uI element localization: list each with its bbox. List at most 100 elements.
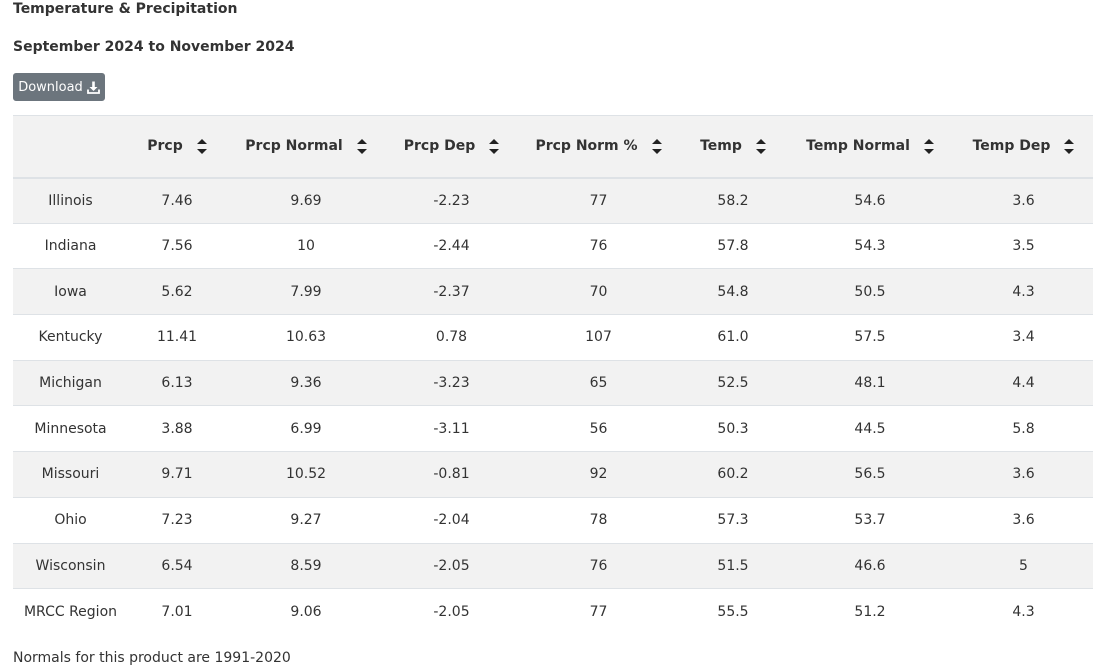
table-cell: 54.8 bbox=[680, 268, 786, 315]
table-row: Indiana 7.56 10 -2.44 76 57.8 54.3 3.5 bbox=[13, 222, 1093, 269]
normals-footnote: Normals for this product are 1991-2020 bbox=[13, 650, 291, 666]
table-cell: 8.59 bbox=[226, 542, 386, 589]
table-row: Ohio 7.23 9.27 -2.04 78 57.3 53.7 3.6 bbox=[13, 496, 1093, 543]
row-label-cell: Kentucky bbox=[13, 314, 128, 361]
table-cell: 9.69 bbox=[226, 177, 386, 224]
table-cell: 77 bbox=[517, 588, 680, 635]
sort-icon[interactable] bbox=[1064, 138, 1075, 154]
table-cell: 58.2 bbox=[680, 177, 786, 224]
column-header-label: Prcp bbox=[147, 138, 183, 155]
table-cell: -3.23 bbox=[386, 359, 517, 406]
table-cell: 78 bbox=[517, 496, 680, 543]
table-cell: 50.3 bbox=[680, 405, 786, 452]
sort-icon[interactable] bbox=[489, 138, 500, 154]
table-cell: 77 bbox=[517, 177, 680, 224]
table-row: Iowa 5.62 7.99 -2.37 70 54.8 50.5 4.3 bbox=[13, 268, 1093, 315]
table-cell: 48.1 bbox=[786, 359, 954, 406]
table-cell: 46.6 bbox=[786, 542, 954, 589]
column-header-label: Temp Dep bbox=[972, 138, 1051, 155]
table-cell: 92 bbox=[517, 451, 680, 498]
table-cell: 4.3 bbox=[954, 588, 1093, 635]
column-header-temp[interactable]: Temp bbox=[680, 115, 786, 179]
sort-icon[interactable] bbox=[755, 138, 766, 154]
table-cell: 51.2 bbox=[786, 588, 954, 635]
column-header-temp-normal[interactable]: Temp Normal bbox=[786, 115, 954, 179]
table-cell: 3.4 bbox=[954, 314, 1093, 361]
column-header-prcp-dep[interactable]: Prcp Dep bbox=[386, 115, 517, 179]
table-cell: -2.05 bbox=[386, 588, 517, 635]
table-cell: 9.71 bbox=[128, 451, 226, 498]
table-cell: 5.8 bbox=[954, 405, 1093, 452]
table-cell: 51.5 bbox=[680, 542, 786, 589]
column-header-label: Prcp Dep bbox=[403, 138, 476, 155]
download-button[interactable]: Download bbox=[13, 73, 105, 101]
sort-icon[interactable] bbox=[356, 138, 367, 154]
column-header-prcp-normal[interactable]: Prcp Normal bbox=[226, 115, 386, 179]
row-label-cell: Indiana bbox=[13, 222, 128, 269]
column-header-prcp[interactable]: Prcp bbox=[128, 115, 226, 179]
table-cell: 65 bbox=[517, 359, 680, 406]
table-cell: 6.54 bbox=[128, 542, 226, 589]
table-cell: 7.23 bbox=[128, 496, 226, 543]
table-cell: 10 bbox=[226, 222, 386, 269]
column-header-state bbox=[13, 115, 128, 179]
table-cell: 107 bbox=[517, 314, 680, 361]
download-button-label: Download bbox=[18, 79, 83, 95]
table-cell: 6.99 bbox=[226, 405, 386, 452]
table-cell: 5 bbox=[954, 542, 1093, 589]
table-cell: 60.2 bbox=[680, 451, 786, 498]
table-cell: 7.56 bbox=[128, 222, 226, 269]
row-label-cell: Illinois bbox=[13, 177, 128, 224]
table-cell: -0.81 bbox=[386, 451, 517, 498]
row-label-cell: Missouri bbox=[13, 451, 128, 498]
table-cell: 57.3 bbox=[680, 496, 786, 543]
table-cell: 3.6 bbox=[954, 496, 1093, 543]
sort-icon[interactable] bbox=[196, 138, 207, 154]
table-cell: 55.5 bbox=[680, 588, 786, 635]
table-cell: 52.5 bbox=[680, 359, 786, 406]
table-cell: 10.52 bbox=[226, 451, 386, 498]
table-cell: -2.44 bbox=[386, 222, 517, 269]
sort-icon[interactable] bbox=[923, 138, 934, 154]
table-row: Minnesota 3.88 6.99 -3.11 56 50.3 44.5 5.8 bbox=[13, 405, 1093, 452]
table-row: Kentucky 11.41 10.63 0.78 107 61.0 57.5 3.4 bbox=[13, 314, 1093, 361]
table-cell: 3.88 bbox=[128, 405, 226, 452]
table-header-row: Prcp Prcp Normal Prcp Dep Prcp Norm % Temp Te… bbox=[13, 115, 1093, 179]
table-cell: 0.78 bbox=[386, 314, 517, 361]
table-cell: 54.6 bbox=[786, 177, 954, 224]
row-label-cell: MRCC Region bbox=[13, 588, 128, 635]
table-cell: 53.7 bbox=[786, 496, 954, 543]
column-header-prcp-norm-pct[interactable]: Prcp Norm % bbox=[517, 115, 680, 179]
column-header-temp-dep[interactable]: Temp Dep bbox=[954, 115, 1093, 179]
column-header-label: Temp Normal bbox=[806, 138, 910, 155]
table-cell: 61.0 bbox=[680, 314, 786, 361]
table-body: Illinois 7.46 9.69 -2.23 77 58.2 54.6 3.6 Indian… bbox=[13, 177, 1093, 635]
table-row: Missouri 9.71 10.52 -0.81 92 60.2 56.5 3.6 bbox=[13, 451, 1093, 498]
download-icon bbox=[86, 81, 100, 94]
table-cell: 5.62 bbox=[128, 268, 226, 315]
row-label-cell: Iowa bbox=[13, 268, 128, 315]
row-label-cell: Michigan bbox=[13, 359, 128, 406]
table-row: Michigan 6.13 9.36 -3.23 65 52.5 48.1 4.4 bbox=[13, 359, 1093, 406]
row-label-cell: Wisconsin bbox=[13, 542, 128, 589]
table-cell: -2.04 bbox=[386, 496, 517, 543]
table-row: MRCC Region 7.01 9.06 -2.05 77 55.5 51.2 4.3 bbox=[13, 588, 1093, 635]
table-cell: 7.46 bbox=[128, 177, 226, 224]
table-cell: 3.6 bbox=[954, 177, 1093, 224]
table-cell: 76 bbox=[517, 542, 680, 589]
table-row: Illinois 7.46 9.69 -2.23 77 58.2 54.6 3.6 bbox=[13, 177, 1093, 224]
table-cell: 6.13 bbox=[128, 359, 226, 406]
table-cell: 11.41 bbox=[128, 314, 226, 361]
table-cell: 56 bbox=[517, 405, 680, 452]
table-cell: 4.4 bbox=[954, 359, 1093, 406]
row-label-cell: Ohio bbox=[13, 496, 128, 543]
column-header-label: Temp bbox=[700, 138, 742, 155]
page-title: Temperature & Precipitation bbox=[13, 1, 238, 17]
column-header-label: Prcp Normal bbox=[245, 138, 343, 155]
table-cell: 57.8 bbox=[680, 222, 786, 269]
sort-icon[interactable] bbox=[651, 138, 662, 154]
table-cell: 3.5 bbox=[954, 222, 1093, 269]
table-row: Wisconsin 6.54 8.59 -2.05 76 51.5 46.6 5 bbox=[13, 542, 1093, 589]
table-cell: 7.99 bbox=[226, 268, 386, 315]
table-cell: -2.37 bbox=[386, 268, 517, 315]
